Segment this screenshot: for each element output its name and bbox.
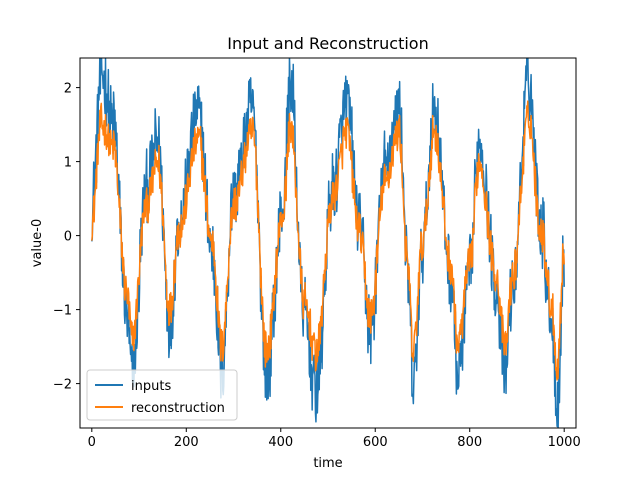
- x-tick-label: 400: [268, 435, 293, 450]
- x-tick-label: 800: [457, 435, 482, 450]
- y-tick-label: 1: [64, 156, 72, 171]
- x-tick-label: 600: [363, 435, 388, 450]
- legend-label-reconstruction: reconstruction: [131, 401, 225, 416]
- plot-background: [80, 58, 576, 428]
- y-axis: −2 −1 0 1 2: [53, 82, 80, 393]
- legend-box: [86, 369, 238, 421]
- chart-title: Input and Reconstruction: [227, 34, 428, 53]
- y-tick-label: 2: [64, 82, 72, 97]
- y-axis-label: value-0: [30, 219, 45, 267]
- plot-area: [79, 57, 577, 429]
- series-layer: [91, 58, 565, 428]
- plot-frame: [79, 57, 577, 429]
- y-tick-label: −2: [53, 378, 72, 393]
- y-tick-label: −1: [53, 304, 72, 319]
- legend-label-inputs: inputs: [131, 379, 171, 394]
- x-tick-label: 200: [174, 435, 199, 450]
- x-axis: 0 200 400 600 800 1000: [88, 428, 581, 450]
- x-tick-label: 1000: [548, 435, 581, 450]
- x-axis-label: time: [313, 456, 342, 471]
- y-tick-label: 0: [64, 230, 72, 245]
- x-tick-label: 0: [88, 435, 96, 450]
- legend: inputs reconstruction: [86, 369, 238, 421]
- series-line-reconstruction: [91, 100, 565, 381]
